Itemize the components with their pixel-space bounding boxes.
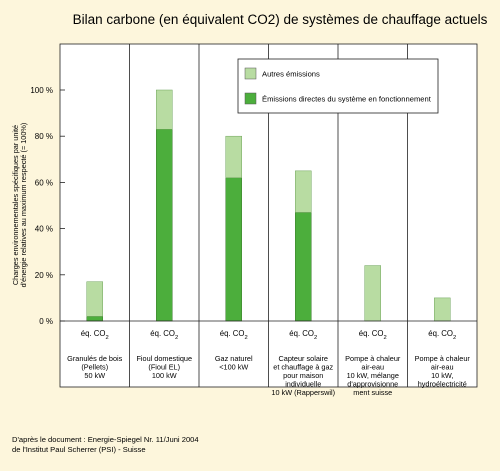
bar-other-emissions: [434, 297, 451, 322]
y-tick-label: 0 %: [39, 317, 53, 326]
category-label-line: hydroélectricité: [418, 380, 467, 389]
category-label-line: Pompe à chaleur: [415, 354, 471, 363]
category-label-line: Pompe à chaleur: [345, 354, 401, 363]
category-label-line: air-eau: [361, 363, 384, 372]
category-label-line: d'approvisionne: [347, 380, 398, 389]
bar-other-emissions: [156, 89, 173, 130]
bar-direct-emissions: [86, 316, 103, 322]
legend: Autres émissions Émissions directes du sy…: [237, 58, 439, 114]
category-label-line: Capteur solaire: [279, 354, 328, 363]
legend-box: [237, 58, 439, 114]
legend-swatch: [244, 67, 257, 80]
bar-direct-emissions: [225, 177, 242, 322]
category-label-line: (Fioul EL): [148, 363, 180, 372]
bar-other-emissions: [86, 281, 103, 317]
category-label-line: 10 kW (Rapperswil): [271, 388, 335, 397]
category-label-line: 100 kW: [152, 371, 177, 380]
category-label-line: Gaz naturel: [215, 354, 253, 363]
equivalent-co2-label: éq. CO2: [150, 329, 178, 341]
bar-other-emissions: [364, 265, 381, 322]
legend-label: Émissions directes du système en fonctio…: [262, 95, 432, 104]
category-label-line: 10 kW,: [431, 371, 453, 380]
category-label-line: <100 kW: [219, 363, 248, 372]
y-tick-label: 100 %: [30, 86, 53, 95]
bar-direct-emissions: [156, 129, 173, 322]
bar-other-emissions: [225, 135, 242, 179]
chart-title: Bilan carbone (en équivalent CO2) de sys…: [73, 12, 488, 27]
equivalent-co2-label: éq. CO2: [428, 329, 456, 341]
equivalent-co2-label: éq. CO2: [289, 329, 317, 341]
y-axis-label-line: Charges environnementales spécifiques pa…: [11, 125, 20, 285]
y-axis: 0 % 20 % 40 % 60 % 80 % 100 %: [30, 86, 65, 326]
category-label-line: et chauffage à gaz: [273, 363, 333, 372]
category-labels: Granulés de bois(Pellets)50 kW Fioul dome…: [67, 354, 470, 397]
category-label-line: Granulés de bois: [67, 354, 123, 363]
category-label-line: pour maison: [283, 371, 323, 380]
equivalent-co2-label: éq. CO2: [359, 329, 387, 341]
equivalent-co2-label: éq. CO2: [220, 329, 248, 341]
category-label-line: ment suisse: [353, 388, 392, 397]
y-tick-label: 40 %: [35, 225, 53, 234]
source-note: D'après le document : Energie-Spiegel Nr…: [12, 435, 199, 454]
category-label-line: Fioul domestique: [136, 354, 192, 363]
y-tick-label: 80 %: [35, 132, 53, 141]
category-label-line: 10 kW, mélange: [347, 371, 399, 380]
bar-direct-emissions: [295, 212, 312, 322]
source-line: de l'Institut Paul Scherrer (PSI) - Suis…: [12, 445, 146, 454]
bar-other-emissions: [295, 170, 312, 213]
bars: [86, 89, 451, 322]
legend-swatch: [244, 92, 257, 105]
source-line: D'après le document : Energie-Spiegel Nr…: [12, 435, 199, 444]
y-axis-label: Charges environnementales spécifiques pa…: [11, 123, 28, 288]
y-tick-label: 60 %: [35, 178, 53, 187]
category-label-line: 50 kW: [84, 371, 105, 380]
category-label-line: individuelle: [285, 380, 321, 389]
category-label-line: (Pellets): [81, 363, 108, 372]
category-label-line: air-eau: [431, 363, 454, 372]
equivalent-labels: éq. CO2 éq. CO2 éq. CO2 éq. CO2 éq. CO2 éq. C…: [81, 329, 456, 341]
equivalent-co2-label: éq. CO2: [81, 329, 109, 341]
y-axis-label-line: d'énergie relatives au maximum respecté …: [19, 123, 28, 288]
legend-label: Autres émissions: [262, 70, 320, 79]
y-tick-label: 20 %: [35, 271, 53, 280]
